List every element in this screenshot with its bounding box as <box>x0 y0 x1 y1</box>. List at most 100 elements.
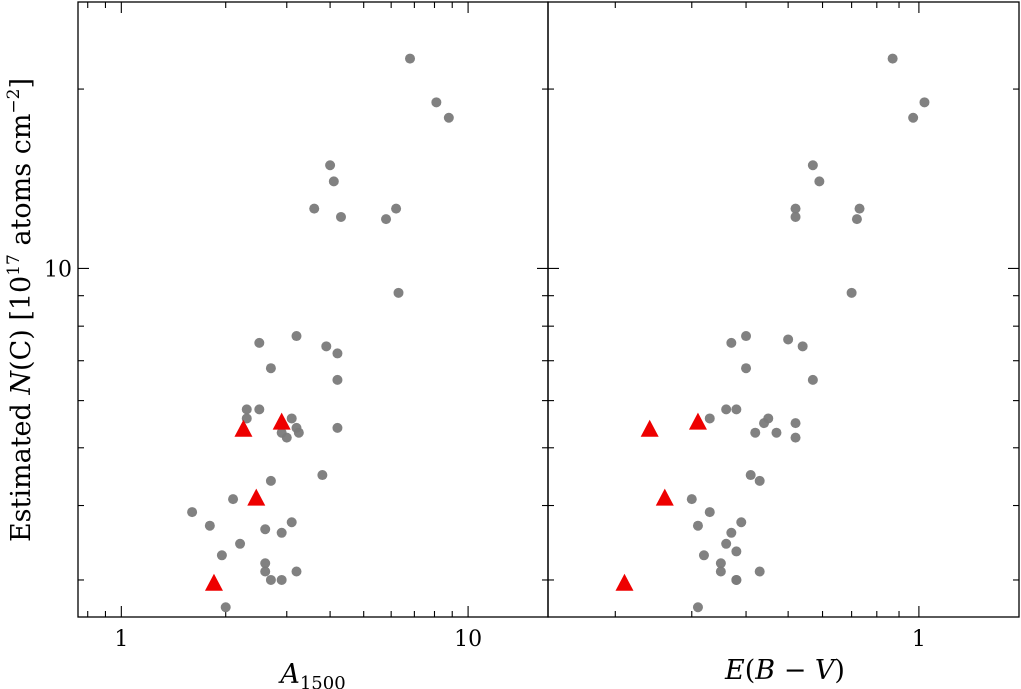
data-point <box>851 214 862 225</box>
data-point <box>919 97 930 108</box>
data-point <box>291 331 302 342</box>
data-point <box>686 494 697 505</box>
data-point <box>228 494 239 505</box>
data-point <box>741 363 752 374</box>
data-point <box>715 566 726 577</box>
data-point <box>854 203 865 214</box>
data-point <box>286 517 297 528</box>
x-ticks-left <box>87 2 469 617</box>
x-ticks-right <box>614 2 920 617</box>
x-axis-label-left: A1500 <box>277 659 345 689</box>
data-point <box>328 176 339 187</box>
data-point <box>241 404 252 415</box>
data-point <box>276 527 287 538</box>
data-point <box>276 574 287 585</box>
series-triangle-right <box>615 412 707 591</box>
data-point-triangle <box>640 419 659 437</box>
data-point <box>908 112 919 123</box>
x-tick-label: 1 <box>114 627 128 652</box>
panel-left-a1500: 1 10 10 <box>44 1 549 652</box>
data-point <box>235 538 246 549</box>
series-triangle-left <box>204 412 291 591</box>
data-point <box>216 550 227 561</box>
data-point <box>736 517 747 528</box>
x-tick-label: 10 <box>454 627 482 652</box>
data-point <box>692 602 703 613</box>
y-ticks-left <box>78 88 548 581</box>
data-point <box>731 546 742 557</box>
data-point <box>265 574 276 585</box>
data-point <box>807 374 818 385</box>
series-circle-right <box>686 53 930 613</box>
data-point <box>391 203 402 214</box>
data-point <box>335 211 346 222</box>
data-point <box>293 427 304 438</box>
data-point-triangle <box>204 573 223 591</box>
data-point-triangle <box>655 488 674 506</box>
y-tick-label: 10 <box>44 257 72 282</box>
data-point <box>332 348 343 359</box>
y-ticks-right <box>548 88 1019 581</box>
data-point <box>726 527 737 538</box>
data-point <box>332 422 343 433</box>
data-point <box>204 520 215 531</box>
data-point <box>317 470 328 481</box>
panel-right-ebv: 1 <box>547 1 1020 652</box>
data-point <box>731 574 742 585</box>
data-point <box>443 112 454 123</box>
data-point <box>381 214 392 225</box>
data-point <box>254 404 265 415</box>
data-point <box>332 374 343 385</box>
data-point <box>745 470 756 481</box>
data-point <box>431 97 442 108</box>
data-point <box>741 331 752 342</box>
data-point <box>704 413 715 424</box>
data-point-triangle <box>688 412 707 430</box>
data-point-triangle <box>272 412 291 430</box>
data-point <box>254 337 265 348</box>
data-point <box>241 413 252 424</box>
data-point <box>265 475 276 486</box>
data-point <box>771 427 782 438</box>
data-point-triangle <box>615 573 634 591</box>
data-point <box>754 475 765 486</box>
data-point <box>291 566 302 577</box>
data-point <box>698 550 709 561</box>
data-point <box>715 558 726 569</box>
data-point <box>726 337 737 348</box>
data-point <box>187 507 198 518</box>
data-point <box>759 418 770 429</box>
data-point <box>783 334 794 345</box>
data-point <box>405 53 416 64</box>
data-point <box>721 538 732 549</box>
data-point <box>286 413 297 424</box>
data-point <box>393 287 404 298</box>
data-point <box>704 507 715 518</box>
data-point <box>731 404 742 415</box>
data-point <box>750 427 761 438</box>
data-point-triangle <box>234 419 253 437</box>
data-point <box>260 558 271 569</box>
plot-frame-left <box>77 1 549 618</box>
y-axis-label: Estimated N(C) [1017 atoms cm−2] <box>4 78 37 542</box>
data-point <box>790 418 801 429</box>
data-point <box>309 203 320 214</box>
data-point <box>220 602 231 613</box>
data-point <box>692 520 703 531</box>
data-point <box>887 53 898 64</box>
data-point <box>797 341 808 352</box>
data-point <box>846 287 857 298</box>
data-point <box>754 566 765 577</box>
data-point <box>790 211 801 222</box>
data-point-triangle <box>247 488 266 506</box>
data-point <box>814 176 825 187</box>
x-tick-label: 1 <box>912 627 926 652</box>
x-axis-label-right: E(B − V) <box>724 655 845 686</box>
data-point <box>790 203 801 214</box>
plot-frame-right <box>547 1 1020 618</box>
series-circle-left <box>187 53 454 613</box>
data-point <box>321 341 332 352</box>
data-point <box>265 363 276 374</box>
data-point <box>325 160 336 171</box>
